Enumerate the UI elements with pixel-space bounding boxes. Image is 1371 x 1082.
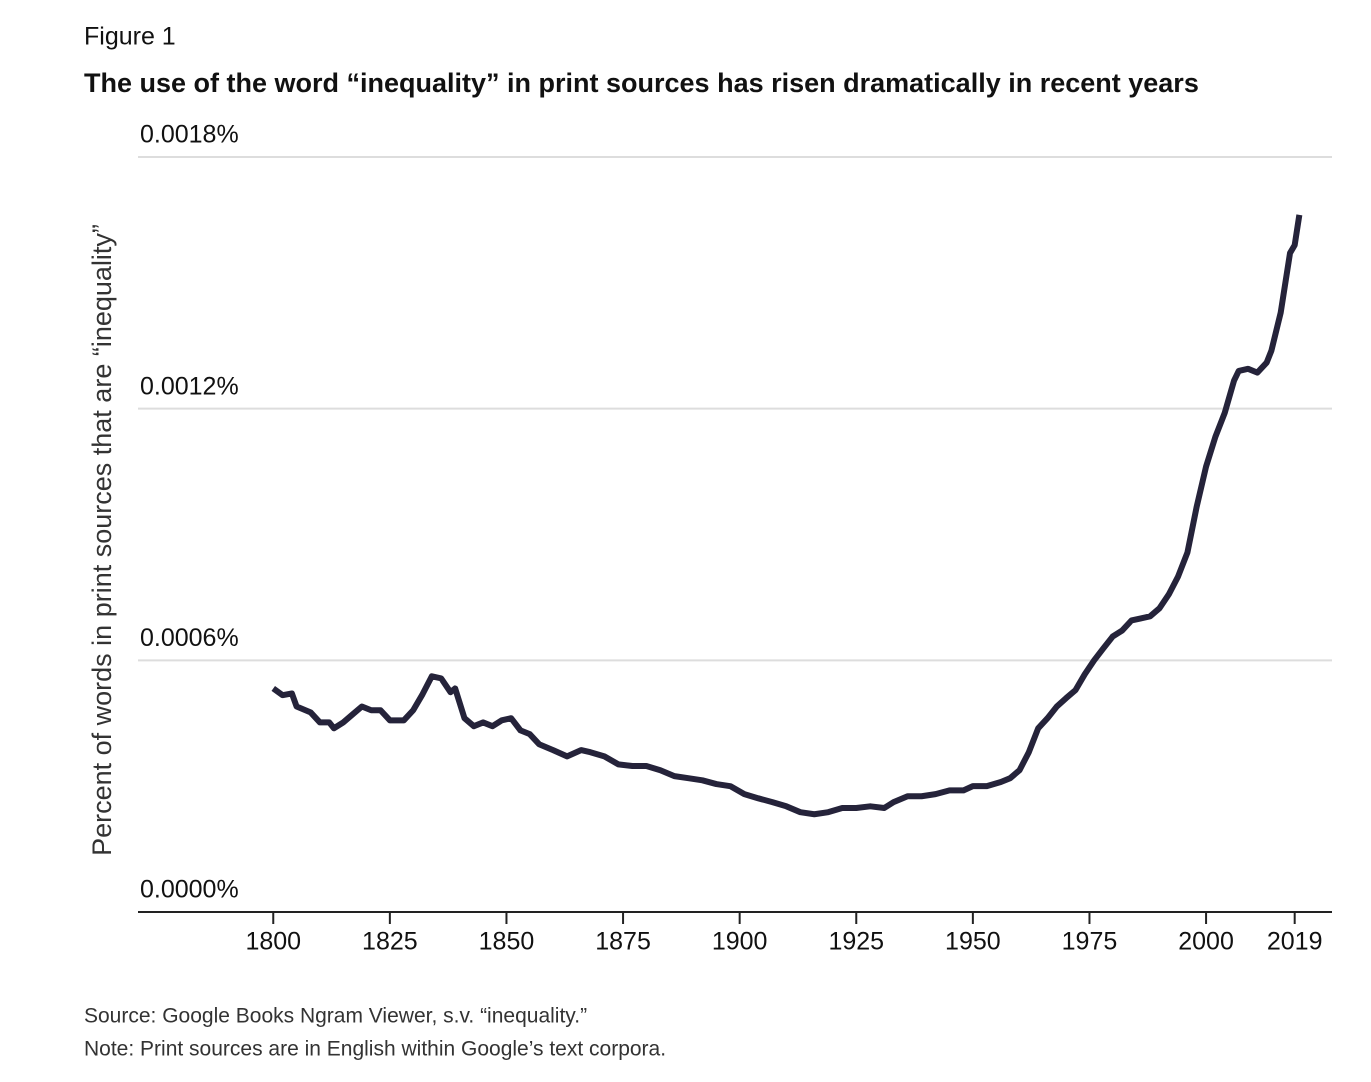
chart-title: The use of the word “inequality” in prin… bbox=[84, 68, 1199, 98]
line bbox=[271, 214, 1303, 818]
y-tick-label: 0.0018% bbox=[140, 121, 239, 149]
x-tick-label: 1950 bbox=[945, 928, 1001, 956]
y-tick-label: 0.0012% bbox=[140, 372, 239, 400]
figure-label: Figure 1 bbox=[84, 23, 176, 51]
source: Source: Google Books Ngram Viewer, s.v. … bbox=[84, 1005, 587, 1028]
x-tick-label: 1850 bbox=[479, 928, 535, 956]
x-tick-label: 1925 bbox=[828, 928, 884, 956]
x-tick-label: 2019 bbox=[1267, 928, 1323, 956]
y-tick-label: 0.0006% bbox=[140, 624, 239, 652]
x-tick-label: 1900 bbox=[712, 928, 768, 956]
y-axis-label: Percent of words in print sources that a… bbox=[87, 224, 117, 856]
x-tick-label: 2000 bbox=[1178, 928, 1234, 956]
x-tick-label: 1875 bbox=[595, 928, 651, 956]
x-tick-label: 1825 bbox=[362, 928, 418, 956]
x-tick-label: 1975 bbox=[1062, 928, 1118, 956]
y-tick-label: 0.0000% bbox=[140, 876, 239, 904]
note: Note: Print sources are in English withi… bbox=[84, 1038, 666, 1061]
x-tick-label: 1800 bbox=[245, 928, 301, 956]
